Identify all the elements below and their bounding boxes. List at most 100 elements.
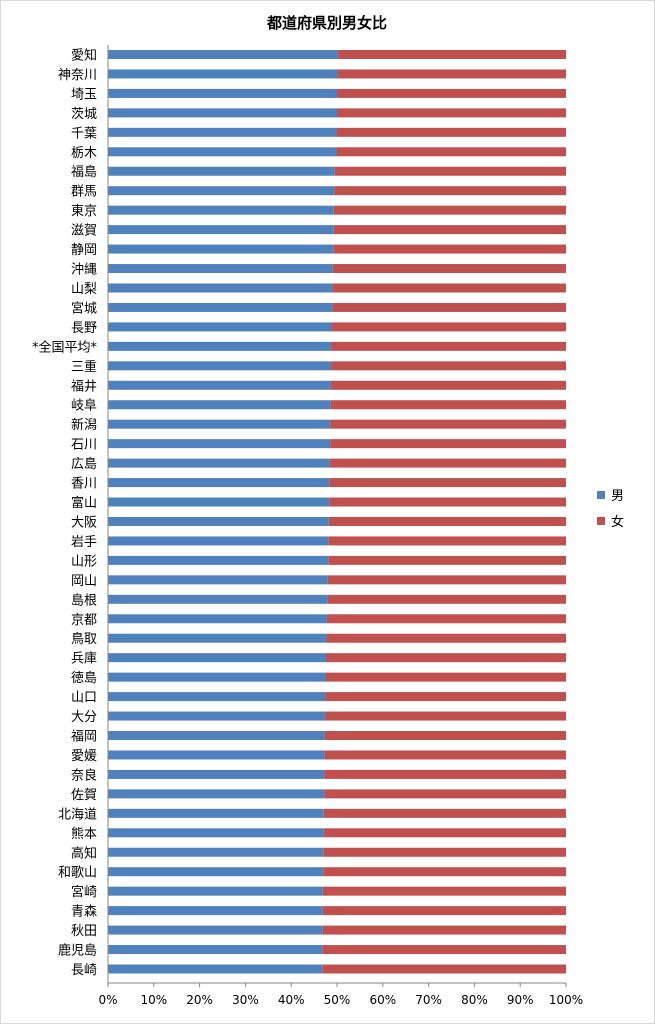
bar-male xyxy=(108,302,333,312)
category-label: 石川 xyxy=(71,438,97,453)
chart-title: 都道府県別男女比 xyxy=(266,14,387,32)
category-label: *全国平均* xyxy=(32,339,98,355)
bar-male xyxy=(108,322,332,332)
bar-female xyxy=(332,264,566,274)
x-tick-label: 50% xyxy=(324,993,351,1007)
x-tick-label: 100% xyxy=(549,993,583,1007)
bar-male xyxy=(108,244,334,254)
category-label: 静岡 xyxy=(71,243,97,258)
bar-female xyxy=(333,244,566,254)
category-label: 奈良 xyxy=(71,767,97,783)
bar-male xyxy=(108,906,323,916)
category-label: 宮城 xyxy=(71,300,97,316)
bar-male xyxy=(108,575,328,585)
bar-female xyxy=(331,322,566,332)
bar-female xyxy=(337,69,566,79)
bar-female xyxy=(323,808,566,818)
bar-female xyxy=(329,478,566,488)
bar-male xyxy=(108,925,323,935)
bar-male xyxy=(108,186,335,196)
bar-female xyxy=(327,575,566,585)
x-tick-label: 80% xyxy=(461,993,488,1007)
bar-male xyxy=(108,147,337,157)
bar-male xyxy=(108,886,323,896)
bar-female xyxy=(325,672,566,682)
bar-female xyxy=(326,653,566,663)
bar-female xyxy=(330,439,566,449)
category-label: 沖縄 xyxy=(71,263,97,278)
bar-female xyxy=(328,516,566,526)
legend: 男女 xyxy=(597,489,624,530)
bar-male xyxy=(108,478,330,488)
bar-female xyxy=(334,166,566,176)
bar-male xyxy=(108,692,326,702)
bar-female xyxy=(330,419,566,429)
x-axis: 0% 10% 20% 30% 40% 50% 60% 70% 80% 90% 100% xyxy=(98,44,583,1007)
bar-male xyxy=(108,769,325,779)
bar-male xyxy=(108,50,338,59)
bar-female xyxy=(325,711,566,721)
x-tick-label: 90% xyxy=(507,993,534,1007)
bar-male xyxy=(108,380,331,390)
category-label: 栃木 xyxy=(71,146,97,161)
category-label: 長野 xyxy=(71,321,97,336)
category-label: 大分 xyxy=(71,710,97,725)
category-label: 香川 xyxy=(71,477,97,492)
category-label: 岐阜 xyxy=(71,398,97,414)
x-tick-label: 0% xyxy=(98,993,117,1007)
bar-female xyxy=(327,594,566,604)
category-label: 大阪 xyxy=(71,515,97,530)
bar-female xyxy=(329,458,566,468)
bar-male xyxy=(108,166,335,176)
bar-female xyxy=(326,633,566,643)
bar-male xyxy=(108,264,333,274)
category-label: 山形 xyxy=(71,554,97,569)
bar-female xyxy=(323,867,566,877)
category-label: 鹿児島 xyxy=(58,943,97,959)
bar-female xyxy=(322,925,566,935)
legend-swatch xyxy=(597,491,605,499)
bar-male xyxy=(108,69,338,79)
category-label: 鳥取 xyxy=(71,632,97,647)
category-label: 兵庫 xyxy=(71,652,97,667)
bar-female xyxy=(337,50,566,59)
bar-male xyxy=(108,594,328,604)
bar-male xyxy=(108,108,337,118)
category-label: 宮崎 xyxy=(71,884,97,900)
category-label: 神奈川 xyxy=(58,68,97,83)
category-label: 東京 xyxy=(71,203,97,219)
category-label: 富山 xyxy=(71,495,97,511)
bar-male xyxy=(108,497,330,507)
x-tick-label: 60% xyxy=(369,993,396,1007)
category-label: 愛媛 xyxy=(71,749,97,764)
bar-female xyxy=(330,400,566,410)
bar-male xyxy=(108,964,323,974)
bar-male xyxy=(108,225,334,235)
x-tick-label: 30% xyxy=(232,993,259,1007)
x-tick-label: 20% xyxy=(186,993,213,1007)
bar-male xyxy=(108,789,325,799)
bar-male xyxy=(108,536,329,546)
category-label: 福井 xyxy=(71,379,97,394)
bar-female xyxy=(331,341,566,351)
legend-swatch xyxy=(597,517,605,525)
category-label: 北海道 xyxy=(58,807,97,822)
category-label: 三重 xyxy=(71,359,97,375)
bar-male xyxy=(108,516,329,526)
category-label: 愛知 xyxy=(71,48,97,64)
bar-male xyxy=(108,672,326,682)
category-label: 高知 xyxy=(71,845,97,861)
category-label: 新潟 xyxy=(71,417,97,433)
bar-female xyxy=(322,945,566,955)
category-label: 熊本 xyxy=(71,826,97,842)
category-label: 広島 xyxy=(71,457,97,472)
category-label: 岡山 xyxy=(71,574,97,589)
bar-male xyxy=(108,439,331,449)
bar-female xyxy=(336,147,566,157)
category-label: 長崎 xyxy=(71,963,97,978)
x-tick-label: 40% xyxy=(278,993,305,1007)
bar-male xyxy=(108,945,323,955)
category-label: 福島 xyxy=(71,165,97,180)
category-label: 佐賀 xyxy=(71,788,97,803)
bar-female xyxy=(324,769,566,779)
